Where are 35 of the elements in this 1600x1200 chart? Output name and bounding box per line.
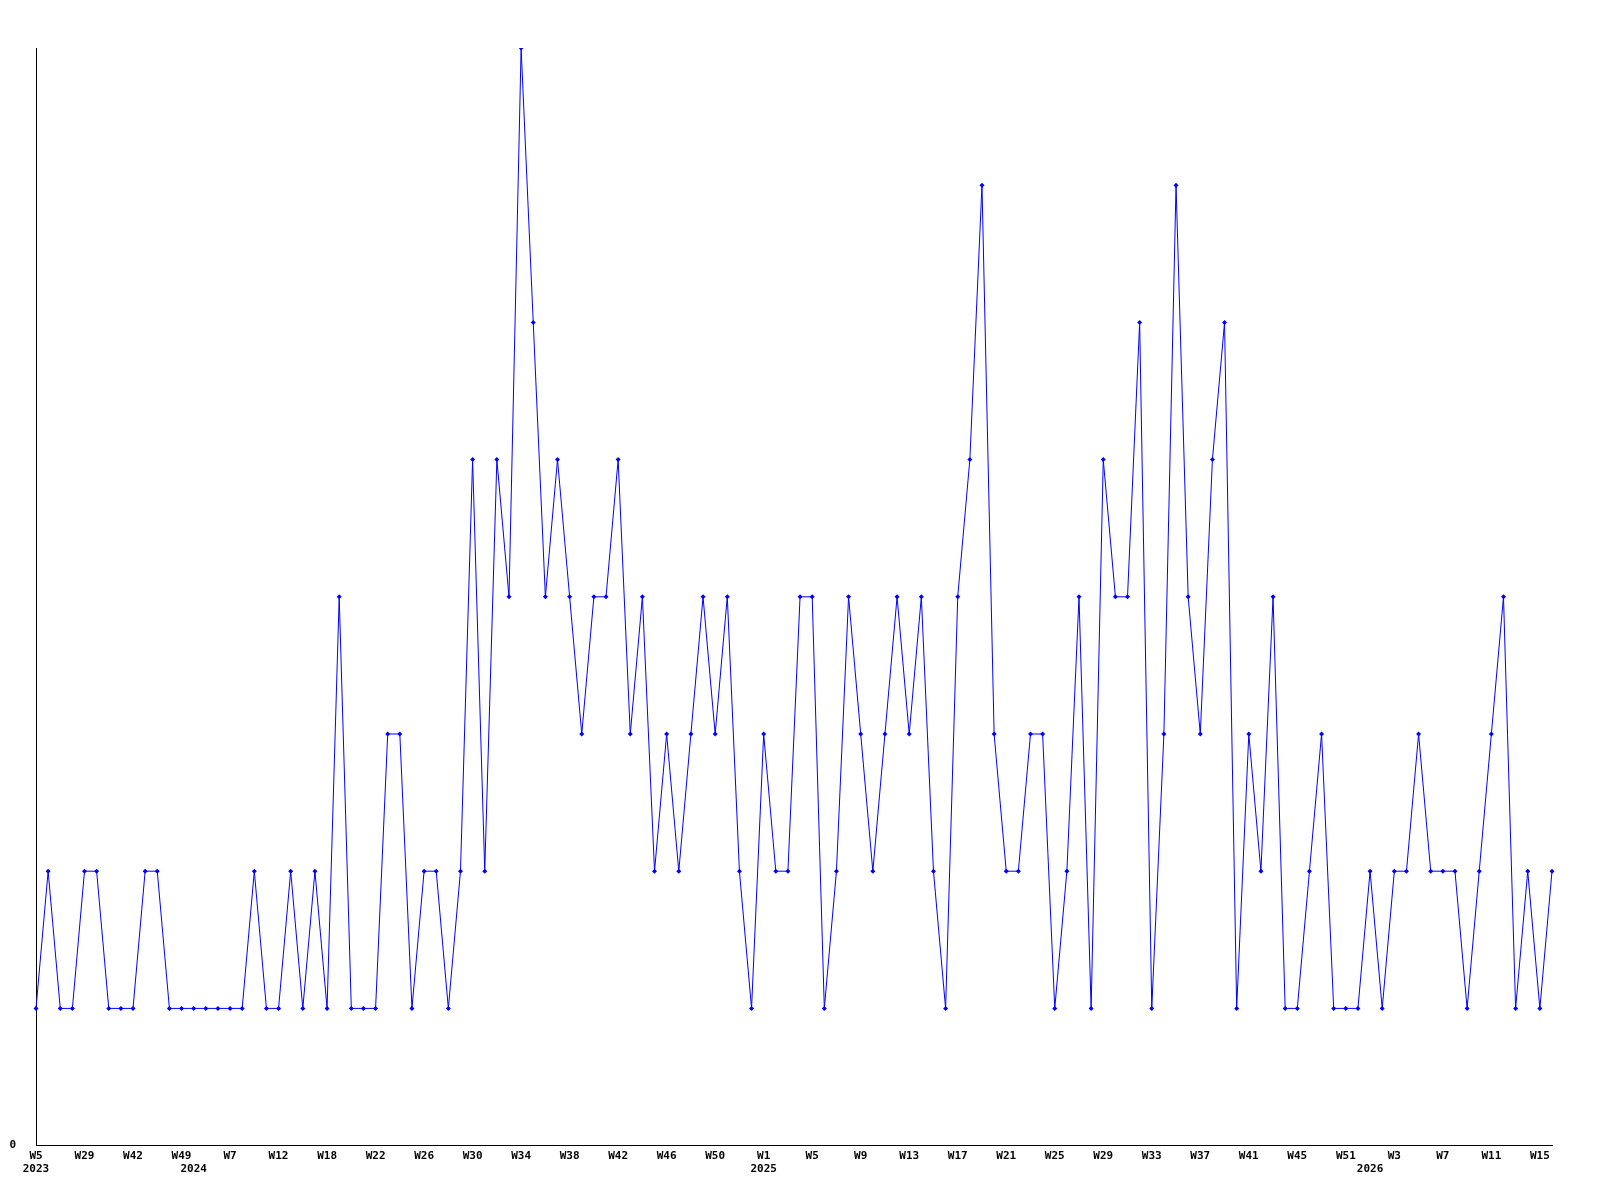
x-tick-label: W46 bbox=[656, 1149, 677, 1163]
x-tick-label: W49 bbox=[171, 1149, 192, 1163]
x-tick-label: W3 bbox=[1387, 1149, 1401, 1163]
x-tick-label: W12 bbox=[268, 1149, 289, 1163]
x-tick-label: W29 bbox=[1093, 1149, 1114, 1163]
x-tick-label: W50 bbox=[705, 1149, 726, 1163]
x-tick-label: W17 bbox=[947, 1149, 968, 1163]
x-tick-label: W18 bbox=[317, 1149, 338, 1163]
x-tick-label: W37 bbox=[1190, 1149, 1211, 1163]
text: 0 bbox=[9, 1138, 16, 1152]
x-tick-label: W34 bbox=[511, 1149, 532, 1163]
x-tick-label: W22 bbox=[365, 1149, 386, 1163]
x-tick-label: W30 bbox=[462, 1149, 483, 1163]
x-tick-label: W41 bbox=[1238, 1149, 1260, 1163]
x-tick-label: W1 2025 bbox=[750, 1149, 777, 1176]
x-tick-label: W7 bbox=[1436, 1149, 1450, 1163]
x-tick-label: W51 bbox=[1335, 1149, 1357, 1163]
x-tick-label: 2026 bbox=[1356, 1162, 1384, 1176]
x-tick-label: W5 2023 bbox=[22, 1149, 50, 1176]
x-tick-label: W5 bbox=[805, 1149, 819, 1163]
x-tick-label: W42 bbox=[123, 1149, 143, 1163]
x-tick-label: W26 bbox=[414, 1149, 435, 1163]
x-tick-label: W25 bbox=[1044, 1149, 1065, 1163]
x-tick-label: W7 bbox=[223, 1149, 237, 1163]
x-tick-label: 2024 bbox=[180, 1162, 208, 1176]
x-tick-label: W38 bbox=[559, 1149, 580, 1163]
x-tick-label: W21 bbox=[996, 1149, 1017, 1163]
x-tick-label: W15 bbox=[1529, 1149, 1550, 1163]
x-tick-label: W45 bbox=[1287, 1149, 1308, 1163]
x-tick-label: W13 bbox=[899, 1149, 920, 1163]
x-tick-label: W33 bbox=[1141, 1149, 1162, 1163]
x-tick-label: W9 bbox=[854, 1149, 868, 1163]
x-tick-label: W11 bbox=[1481, 1149, 1502, 1163]
x-tick-label: W42 bbox=[608, 1149, 629, 1163]
x-tick-label: W29 bbox=[74, 1149, 95, 1163]
